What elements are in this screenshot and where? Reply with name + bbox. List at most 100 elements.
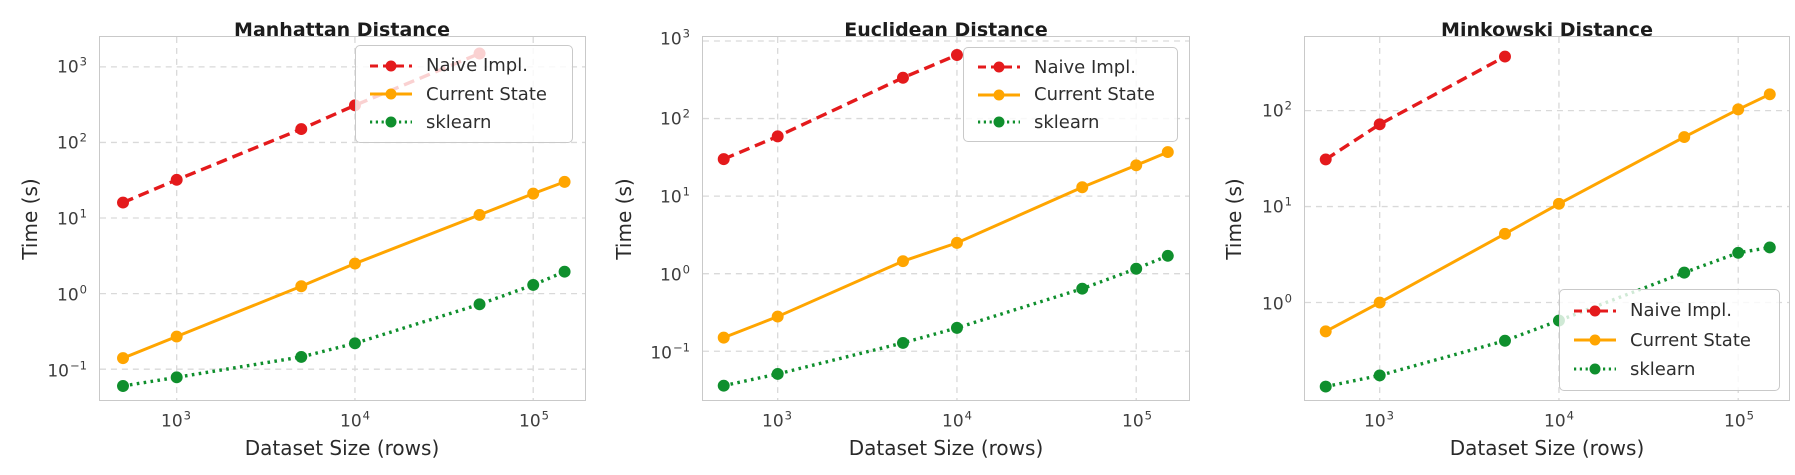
legend-item: Naive Impl. <box>1572 300 1767 321</box>
x-tick-label: 103 <box>161 408 191 432</box>
data-point <box>117 196 129 209</box>
data-point <box>295 123 308 136</box>
data-point <box>348 257 361 270</box>
data-point <box>170 330 183 343</box>
y-tick-label: 101 <box>660 184 690 208</box>
plot-area <box>99 36 586 401</box>
legend-dotted-line-icon <box>370 116 412 128</box>
y-tick-label: 102 <box>660 106 690 130</box>
data-point <box>1498 50 1511 63</box>
legend-item: Current State <box>1572 330 1767 351</box>
data-point <box>1076 181 1089 194</box>
series-line <box>122 180 566 360</box>
y-tick-label: 101 <box>57 206 87 230</box>
data-point <box>717 331 730 344</box>
chart-title: Euclidean Distance <box>844 18 1048 41</box>
y-tick-label: 10−1 <box>47 358 87 382</box>
data-point <box>1498 227 1511 240</box>
data-point <box>950 49 963 61</box>
x-axis-label: Dataset Size (rows) <box>1449 436 1645 460</box>
legend-label: sklearn <box>426 111 492 133</box>
data-point <box>527 278 540 291</box>
legend-label: Current State <box>426 83 547 105</box>
data-point <box>1319 153 1332 166</box>
x-tick-label: 105 <box>1724 408 1754 432</box>
data-point <box>1763 241 1776 254</box>
data-point <box>1373 296 1386 309</box>
data-point <box>897 336 909 349</box>
data-point <box>771 130 784 143</box>
data-point <box>771 367 784 380</box>
legend-item: Current State <box>368 84 560 105</box>
data-point <box>1373 369 1386 382</box>
data-point <box>348 337 361 350</box>
legend-item: sklearn <box>1572 359 1767 380</box>
data-point <box>1319 325 1332 338</box>
data-point <box>295 280 308 293</box>
legend-dashed-line-icon <box>370 60 412 72</box>
data-point <box>170 371 183 384</box>
data-point <box>1373 118 1386 131</box>
chart-title: Manhattan Distance <box>234 18 450 41</box>
data-point <box>473 208 486 221</box>
data-point <box>771 310 784 323</box>
data-point <box>897 255 909 268</box>
legend: Naive Impl. Current State sklearn <box>355 45 573 143</box>
legend-label: Naive Impl. <box>1630 300 1732 322</box>
legend-label: Naive Impl. <box>426 55 528 77</box>
legend-item: sklearn <box>976 112 1165 133</box>
y-tick-label: 102 <box>1262 98 1292 122</box>
y-axis-label: Time (s) <box>1222 178 1246 260</box>
legend-dashed-line-icon <box>1574 305 1616 317</box>
legend-label: Naive Impl. <box>1034 56 1136 78</box>
data-point <box>558 265 571 278</box>
legend: Naive Impl. Current State sklearn <box>963 47 1178 142</box>
x-axis-label: Dataset Size (rows) <box>244 436 440 460</box>
data-point <box>295 350 308 363</box>
plot-canvas <box>1305 37 1789 400</box>
legend-solid-line-icon <box>370 88 412 100</box>
legend-dashed-line-icon <box>978 61 1020 73</box>
data-point <box>117 352 129 365</box>
y-tick-label: 100 <box>57 282 87 306</box>
legend-solid-line-icon <box>1574 334 1616 346</box>
data-point <box>1319 380 1332 393</box>
legend-dotted-line-icon <box>1574 363 1616 375</box>
data-point <box>1732 103 1745 116</box>
y-axis-label: Time (s) <box>18 178 42 260</box>
x-tick-label: 103 <box>762 408 792 432</box>
legend-item: Current State <box>976 84 1165 105</box>
legend-item: Naive Impl. <box>976 57 1165 78</box>
series-line <box>723 254 1169 388</box>
x-tick-label: 103 <box>1364 408 1394 432</box>
data-point <box>950 236 963 249</box>
plot-canvas <box>703 37 1189 400</box>
legend-label: Current State <box>1630 329 1751 351</box>
data-point <box>117 380 129 392</box>
legend-dotted-line-icon <box>978 116 1020 128</box>
legend-item: sklearn <box>368 112 560 133</box>
data-point <box>950 321 963 334</box>
data-point <box>717 379 730 392</box>
data-point <box>1130 262 1143 275</box>
data-point <box>1498 334 1511 347</box>
data-point <box>1678 131 1691 144</box>
y-tick-label: 10−1 <box>650 340 690 364</box>
data-point <box>473 298 486 311</box>
legend-label: Current State <box>1034 84 1155 105</box>
legend-solid-line-icon <box>978 89 1020 100</box>
data-point <box>1732 246 1745 259</box>
y-tick-label: 100 <box>1262 291 1292 315</box>
data-point <box>1161 146 1174 159</box>
data-point <box>1763 88 1776 101</box>
x-tick-label: 104 <box>1544 408 1574 432</box>
chart-title: Minkowski Distance <box>1441 18 1653 41</box>
y-tick-label: 101 <box>1262 194 1292 218</box>
data-point <box>897 71 909 84</box>
plot-canvas <box>100 37 585 400</box>
y-axis-label: Time (s) <box>612 178 636 260</box>
y-tick-label: 102 <box>57 130 87 154</box>
x-tick-label: 104 <box>340 408 370 432</box>
data-point <box>558 175 571 188</box>
